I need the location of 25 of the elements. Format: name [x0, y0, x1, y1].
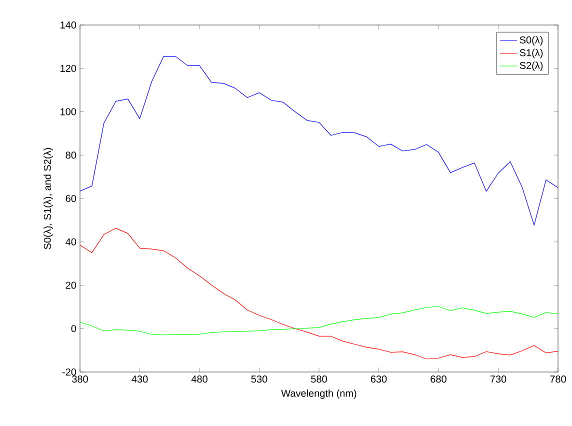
y-tick-label: 140 — [60, 21, 76, 29]
y-axis-title: S0(λ), S1(λ), and S2(λ) — [44, 148, 53, 250]
x-tick-label: 630 — [370, 376, 387, 383]
x-tick-label: 730 — [490, 376, 506, 383]
y-tick-label: 0 — [71, 325, 76, 332]
line-series — [80, 306, 558, 336]
y-tick-label: 60 — [66, 194, 76, 202]
line-series — [80, 228, 558, 360]
y-tick-label: 80 — [66, 152, 76, 159]
legend-label: S0(λ) — [520, 36, 543, 46]
x-tick-label: 380 — [72, 376, 88, 383]
x-tick-label: 430 — [132, 376, 148, 383]
y-tick-label: 40 — [66, 238, 76, 246]
y-tick-label: 20 — [66, 282, 76, 289]
x-tick-label: 580 — [311, 376, 327, 383]
x-tick-label: 780 — [550, 376, 566, 383]
x-tick-label: 480 — [191, 376, 208, 383]
x-tick-label: 530 — [251, 376, 268, 383]
y-tick-label: 100 — [60, 108, 76, 116]
y-tick-label: -20 — [62, 368, 76, 376]
x-tick-label: 680 — [430, 376, 446, 383]
legend-label: S2(λ) — [520, 62, 543, 71]
legend-label: S1(λ) — [520, 48, 543, 58]
y-tick-label: 120 — [60, 64, 76, 72]
x-axis-title: Wavelength (nm) — [281, 389, 356, 399]
